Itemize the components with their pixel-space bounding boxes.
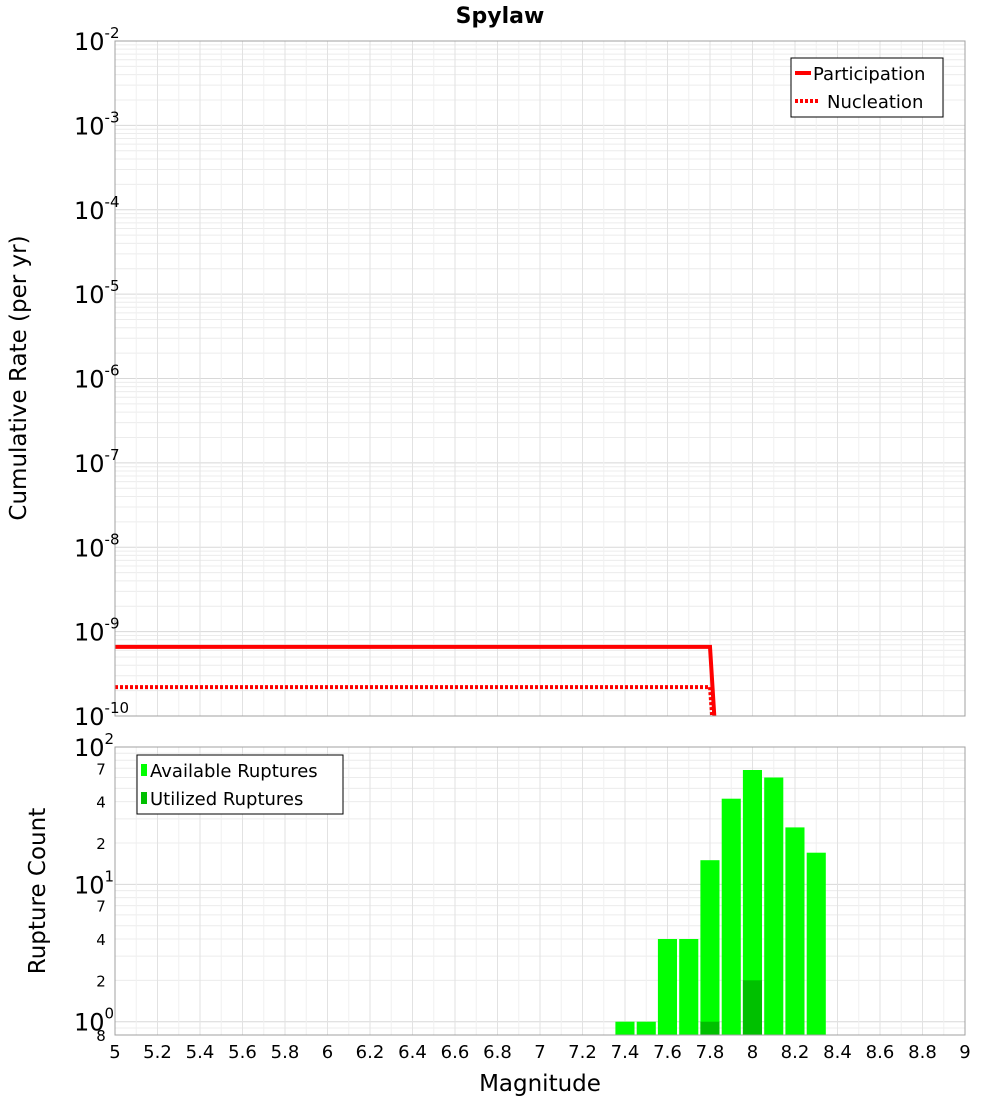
top-plot-series <box>115 644 717 717</box>
x-tick-label: 7 <box>534 1042 545 1063</box>
x-tick-label: 7.4 <box>611 1042 640 1063</box>
bottom-y-tick-label: 102 <box>74 730 114 762</box>
top-legend-box <box>790 57 944 118</box>
x-tick-label: 5.8 <box>271 1042 300 1063</box>
bar-available-8-3 <box>806 852 826 1035</box>
x-tick-label: 9 <box>959 1042 970 1063</box>
bar-available-7-6 <box>657 939 677 1035</box>
x-tick-label: 7.8 <box>696 1042 725 1063</box>
top-plot-grid <box>114 41 966 717</box>
series-line-participation <box>115 644 717 717</box>
legend-swatch-available <box>141 764 147 776</box>
top-y-tick-label: 10-6 <box>74 362 120 394</box>
x-tick-label: 6.2 <box>356 1042 385 1063</box>
top-y-axis-title: Cumulative Rate (per yr) <box>6 235 32 520</box>
x-tick-label: 5.6 <box>228 1042 257 1063</box>
bar-available-8-2 <box>785 827 805 1035</box>
top-legend: Participation Nucleation <box>790 57 944 118</box>
bottom-legend-box <box>136 754 344 815</box>
legend-label-nucleation: Nucleation <box>827 92 923 113</box>
x-tick-label: 5.2 <box>143 1042 172 1063</box>
top-y-tick-label: 10-9 <box>74 615 120 647</box>
bar-utilized-8 <box>742 980 762 1035</box>
x-tick-label: 8.4 <box>823 1042 852 1063</box>
bar-available-8 <box>742 770 762 1035</box>
x-tick-label: 8.2 <box>781 1042 810 1063</box>
bar-available-7-4 <box>615 1021 635 1035</box>
top-y-tick-label: 10-2 <box>74 24 120 56</box>
bottom-legend: Available Ruptures Utilized Ruptures <box>136 754 344 815</box>
top-y-tick-label: 10-10 <box>74 699 129 731</box>
legend-label-utilized: Utilized Ruptures <box>150 789 303 810</box>
bottom-y-minor-tick-label: 8 <box>96 1027 106 1045</box>
bottom-y-tick-labels: 100 101 102 8 2 4 7 2 4 7 <box>74 730 114 1045</box>
x-tick-label: 6.4 <box>398 1042 427 1063</box>
top-y-tick-label: 10-8 <box>74 530 120 562</box>
top-y-tick-label: 10-7 <box>74 446 120 478</box>
bottom-y-minor-tick-label: 2 <box>96 972 106 990</box>
x-tick-label: 8 <box>747 1042 758 1063</box>
bar-available-8-1 <box>764 777 784 1035</box>
bar-available-7-8 <box>700 860 720 1035</box>
x-tick-labels: 5 5.2 5.4 5.6 5.8 6 6.2 6.4 6.6 6.8 7 7.2 7.4 7.6 7.8 8… <box>109 1042 970 1063</box>
bar-available-7-5 <box>636 1021 656 1035</box>
x-tick-label: 8.6 <box>866 1042 895 1063</box>
x-tick-label: 8.8 <box>908 1042 937 1063</box>
x-tick-label: 7.2 <box>568 1042 597 1063</box>
x-tick-label: 7.6 <box>653 1042 682 1063</box>
legend-label-participation: Participation <box>813 64 925 85</box>
x-tick-label: 6.8 <box>483 1042 512 1063</box>
top-y-tick-label: 10-3 <box>74 108 120 140</box>
bottom-plot-bars <box>615 770 826 1035</box>
x-tick-label: 5.4 <box>186 1042 215 1063</box>
bottom-y-minor-tick-label: 4 <box>96 794 106 812</box>
bottom-plot-frame <box>114 746 966 1036</box>
bar-available-7-7 <box>679 939 699 1035</box>
x-tick-label: 6.6 <box>441 1042 470 1063</box>
bottom-y-minor-tick-label: 7 <box>96 898 106 916</box>
bottom-y-tick-label: 100 <box>74 1005 114 1037</box>
bottom-y-minor-tick-label: 2 <box>96 835 106 853</box>
chart-title: Spylaw <box>456 4 545 29</box>
top-y-tick-label: 10-4 <box>74 193 120 225</box>
bottom-y-axis-title: Rupture Count <box>25 808 51 974</box>
x-tick-label: 6 <box>322 1042 333 1063</box>
x-axis-title: Magnitude <box>479 1071 601 1097</box>
x-tick-label: 5 <box>109 1042 120 1063</box>
top-y-tick-labels: 10-10 10-9 10-8 10-7 10-6 10-5 10-4 10-3 10-2 <box>74 24 129 731</box>
bar-utilized-7-8 <box>700 1021 720 1035</box>
top-plot-frame <box>114 40 966 717</box>
bottom-y-tick-label: 101 <box>74 867 114 899</box>
legend-label-available: Available Ruptures <box>150 761 318 782</box>
legend-swatch-utilized <box>141 792 147 804</box>
series-line-nucleation <box>115 685 715 717</box>
top-y-tick-label: 10-5 <box>74 277 120 309</box>
bottom-y-minor-tick-label: 7 <box>96 760 106 778</box>
bar-available-7-9 <box>721 798 741 1035</box>
bottom-y-minor-tick-label: 4 <box>96 931 106 949</box>
